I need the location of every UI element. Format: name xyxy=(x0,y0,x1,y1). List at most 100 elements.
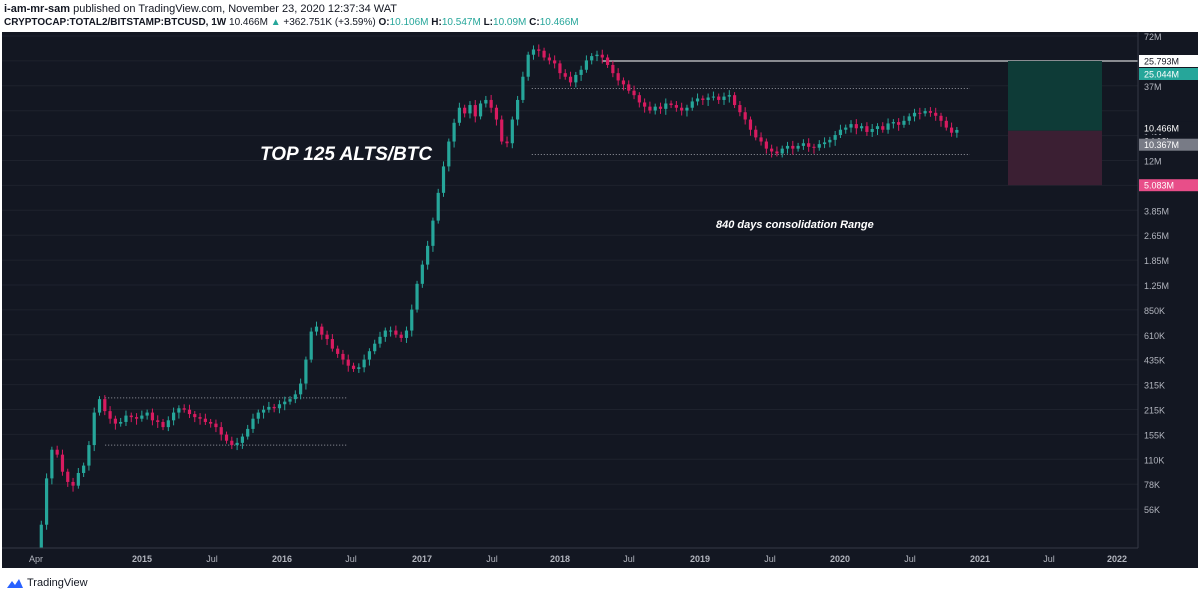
candle-body xyxy=(97,399,102,413)
candle-body xyxy=(240,436,245,443)
candle-body xyxy=(584,60,589,70)
candle-body xyxy=(399,334,403,338)
candle-body xyxy=(330,339,334,349)
candle-body xyxy=(611,64,615,74)
price-label-last-price xyxy=(1139,121,1198,134)
candle-body xyxy=(632,90,636,96)
y-tick-label: 110K xyxy=(1144,455,1164,465)
x-tick-label: 2015 xyxy=(132,554,152,564)
candle-body xyxy=(600,54,604,58)
candle-body xyxy=(50,449,54,479)
price-label-stop xyxy=(1139,179,1198,192)
target-zone xyxy=(1008,61,1102,131)
candle-body xyxy=(680,107,684,111)
candle-body xyxy=(801,143,805,146)
candle-body xyxy=(272,406,276,409)
candle-body xyxy=(907,116,911,121)
x-tick-label: Jul xyxy=(345,554,357,564)
publish-info: i-am-mr-sam published on TradingView.com… xyxy=(4,3,397,15)
candle-body xyxy=(166,420,170,428)
candle-body xyxy=(177,408,181,413)
candle-body xyxy=(193,414,197,418)
grid-lines xyxy=(2,35,1138,510)
price-chart[interactable]: TOP 125 ALTS/BTC 840 days consolidation R… xyxy=(2,32,1198,568)
candle-body xyxy=(717,96,721,100)
candle-body xyxy=(457,107,461,123)
price-label-entry xyxy=(1139,138,1198,151)
candle-body xyxy=(870,129,874,132)
candle-body xyxy=(775,151,779,154)
candle-body xyxy=(558,63,562,74)
candle-body xyxy=(711,96,716,98)
candle-body xyxy=(140,415,144,419)
candle-body xyxy=(267,406,271,410)
candle-body xyxy=(955,129,959,133)
candle-body xyxy=(113,418,117,424)
candle-body xyxy=(838,129,843,136)
candle-body xyxy=(431,220,435,246)
candle-body xyxy=(410,309,414,331)
candle-body xyxy=(145,412,149,416)
candle-body xyxy=(770,148,774,152)
y-tick-label: 850K xyxy=(1144,306,1165,316)
candle-body xyxy=(701,98,705,100)
candle-body xyxy=(500,119,504,142)
candle-body xyxy=(156,420,160,422)
x-tick-label: Apr xyxy=(29,554,43,564)
candle-body xyxy=(383,330,387,337)
candle-body xyxy=(934,112,938,116)
candle-body xyxy=(198,417,202,419)
candle-body xyxy=(246,428,250,437)
candle-body xyxy=(939,115,943,121)
change-value: +362.751K (+3.59%) xyxy=(283,17,376,28)
candle-body xyxy=(420,264,424,284)
price-label-target xyxy=(1139,68,1198,80)
candle-body xyxy=(621,80,626,85)
candle-body xyxy=(203,418,207,422)
candle-body xyxy=(738,105,742,113)
y-tick-label: 78K xyxy=(1144,480,1160,490)
candle-body xyxy=(627,84,631,91)
last-value: 10.466M xyxy=(229,17,268,28)
candle-body xyxy=(404,330,409,338)
candle-body xyxy=(780,148,784,154)
tradingview-brand[interactable]: TradingView xyxy=(6,577,88,589)
candle-body xyxy=(60,454,65,472)
candle-body xyxy=(325,334,329,340)
price-label-text: 10.367M xyxy=(1144,140,1179,150)
candle-body xyxy=(674,105,678,108)
author-name[interactable]: i-am-mr-sam xyxy=(4,3,71,15)
candle-body xyxy=(521,76,525,100)
candle-body xyxy=(55,449,59,455)
candle-body xyxy=(918,112,922,114)
candle-body xyxy=(690,101,694,108)
y-tick-label: 1.85M xyxy=(1144,256,1169,266)
candle-body xyxy=(881,126,885,130)
candle-body xyxy=(928,111,933,113)
candle-body xyxy=(553,60,557,64)
candle-body xyxy=(39,524,43,553)
candle-body xyxy=(129,415,133,418)
candle-body xyxy=(505,141,509,144)
x-tick-label: 2017 xyxy=(412,554,432,564)
candle-body xyxy=(748,119,753,130)
candle-body xyxy=(722,96,726,100)
candle-body xyxy=(574,74,578,83)
candle-body xyxy=(595,54,599,57)
candle-body xyxy=(875,126,880,130)
candle-body xyxy=(785,145,790,149)
candle-body xyxy=(727,95,731,97)
candle-body xyxy=(828,139,832,143)
candle-body xyxy=(172,412,176,421)
candle-body xyxy=(732,95,737,106)
symbol-label[interactable]: CRYPTOCAP:TOTAL2/BITSTAMP:BTCUSD, 1W xyxy=(4,17,227,28)
low-value: 10.09M xyxy=(493,17,527,28)
candle-body xyxy=(844,127,848,130)
candle-body xyxy=(563,73,567,77)
chart-area[interactable]: TOP 125 ALTS/BTC 840 days consolidation R… xyxy=(2,32,1198,568)
candle-body xyxy=(44,478,49,525)
brand-label: TradingView xyxy=(27,577,88,589)
y-tick-label: 37M xyxy=(1144,82,1162,92)
chart-header: i-am-mr-sam published on TradingView.com… xyxy=(0,0,1200,32)
candle-body xyxy=(897,122,901,125)
